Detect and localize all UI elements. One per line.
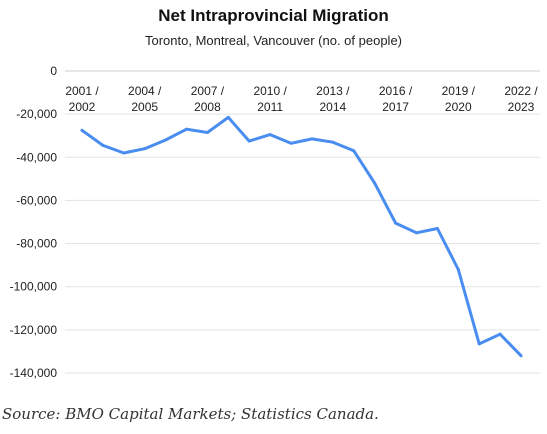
source-note: Source: BMO Capital Markets; Statistics … bbox=[2, 405, 379, 423]
data-point bbox=[101, 143, 105, 147]
data-point bbox=[498, 332, 502, 336]
data-point bbox=[310, 137, 314, 141]
data-point bbox=[373, 181, 377, 185]
data-point bbox=[435, 226, 439, 230]
series-line bbox=[80, 115, 523, 358]
data-point bbox=[456, 267, 460, 271]
line-chart: 0 -20,000 -40,000 -60,000 -80,000 -100,000 -12… bbox=[10, 64, 540, 380]
x-tick-label: 2001 /2002 bbox=[65, 84, 99, 114]
data-point bbox=[205, 130, 209, 134]
y-tick-label: -40,000 bbox=[16, 150, 57, 164]
x-tick-label: 2010 /2011 bbox=[253, 84, 287, 114]
data-point bbox=[164, 138, 168, 142]
series-group bbox=[80, 115, 523, 358]
y-tick-label: -120,000 bbox=[10, 323, 58, 337]
data-point bbox=[519, 354, 523, 358]
data-point bbox=[331, 140, 335, 144]
chart-subtitle: Toronto, Montreal, Vancouver (no. of peo… bbox=[144, 33, 403, 48]
data-point bbox=[394, 221, 398, 225]
y-tick-label: -60,000 bbox=[16, 193, 57, 207]
x-tick-label: 2013 /2014 bbox=[316, 84, 350, 114]
y-tick-label: -140,000 bbox=[10, 366, 58, 380]
data-point bbox=[226, 115, 230, 119]
chart-title: Net Intraprovincial Migration bbox=[158, 6, 389, 25]
data-point bbox=[268, 133, 272, 137]
y-tick-label: -20,000 bbox=[16, 107, 57, 121]
x-tick-label: 2016 /2017 bbox=[379, 84, 413, 114]
x-axis-tick-labels: 2001 /2002 2004 /2005 2007 /2008 2010 /2011… bbox=[65, 84, 538, 114]
data-point bbox=[414, 231, 418, 235]
x-tick-label: 2022 /2023 bbox=[504, 84, 538, 114]
gridlines bbox=[65, 70, 540, 374]
data-point bbox=[247, 139, 251, 143]
x-tick-label: 2007 /2008 bbox=[191, 84, 225, 114]
y-tick-label: -80,000 bbox=[16, 237, 57, 251]
y-tick-label: 0 bbox=[50, 64, 57, 78]
x-tick-label: 2019 /2020 bbox=[442, 84, 476, 114]
data-point bbox=[80, 128, 84, 132]
data-point bbox=[143, 147, 147, 151]
data-point bbox=[185, 127, 189, 131]
data-point bbox=[352, 149, 356, 153]
data-point bbox=[122, 151, 126, 155]
x-tick-label: 2004 /2005 bbox=[128, 84, 162, 114]
data-point bbox=[289, 141, 293, 145]
data-point bbox=[477, 342, 481, 346]
y-tick-label: -100,000 bbox=[10, 280, 58, 294]
y-axis-tick-labels: 0 -20,000 -40,000 -60,000 -80,000 -100,000 -12… bbox=[10, 64, 58, 380]
